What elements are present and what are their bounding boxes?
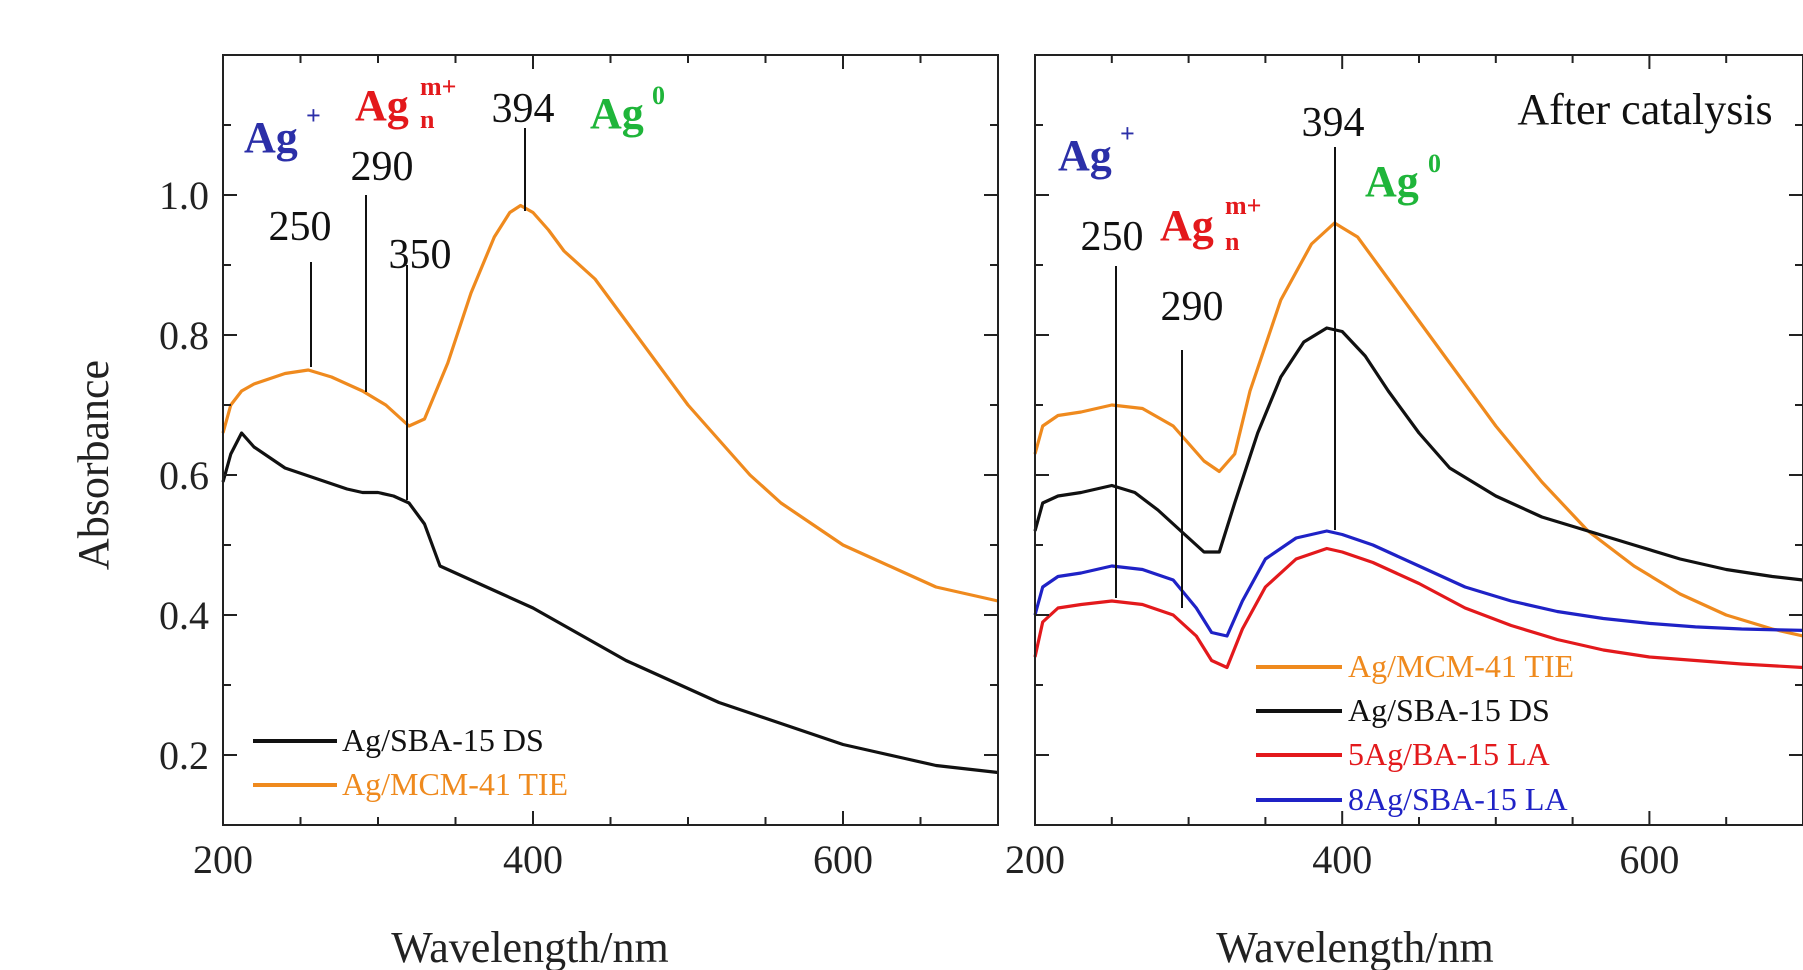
x-tick-label-200-before: 200 — [193, 837, 253, 882]
panel-before-ticks: 200 400 600 0.2 0.4 0.6 0.8 1.0 — [159, 55, 999, 882]
x-tick-label-400-after: 400 — [1312, 837, 1372, 882]
y-tick-label-0.4-before: 0.4 — [159, 593, 209, 638]
species-ag-cluster-text-left: Ag — [355, 81, 409, 130]
series-line-5ag-ba-15-la-after — [1033, 546, 1803, 670]
legend-left: Ag/SBA-15 DS Ag/MCM-41 TIE — [253, 722, 568, 802]
species-ag-plus-sup-right: + — [1120, 119, 1135, 148]
y-tick-label-1-before: 1.0 — [159, 173, 209, 218]
series-line-8ag-sba-15-la-after — [1033, 529, 1803, 638]
x-tick-label-200-after: 200 — [1005, 837, 1065, 882]
species-ag-cluster-right: Ag m+ n — [1160, 191, 1261, 256]
series-line-ag-sba-15-ds-after — [1033, 326, 1803, 582]
species-ag-cluster-sup-right: m+ — [1225, 191, 1261, 220]
species-ag-zero-right: Ag 0 — [1365, 149, 1441, 206]
legend-label-ag-mcm41-tie-left: Ag/MCM-41 TIE — [342, 766, 568, 802]
panel-after-ticks: 200 400 600 — [1005, 55, 1803, 882]
legend-label-5ag-ba15-la-right: 5Ag/BA-15 LA — [1348, 736, 1550, 772]
species-ag-zero-sup-right: 0 — [1428, 149, 1441, 178]
y-axis-title: Absorbance — [69, 360, 118, 570]
species-ag-cluster-sup-left: m+ — [420, 72, 456, 101]
panel-after-title: After catalysis — [1517, 85, 1772, 134]
legend-right: Ag/MCM-41 TIE Ag/SBA-15 DS 5Ag/BA-15 LA … — [1256, 648, 1574, 817]
species-ag-plus-right: Ag + — [1058, 119, 1135, 180]
panel-after: 200 400 600 After catalysis Wavelength/nm … — [1005, 54, 1803, 970]
y-tick-label-0.2-before: 0.2 — [159, 733, 209, 778]
panel-before-series — [221, 203, 999, 775]
x-axis-title-left: Wavelength/nm — [391, 923, 669, 970]
species-ag-cluster-sub-right: n — [1225, 227, 1240, 256]
x-tick-label-600-before: 600 — [813, 837, 873, 882]
species-ag-zero-text-right: Ag — [1365, 157, 1419, 206]
x-axis-title-right: Wavelength/nm — [1216, 923, 1494, 970]
panel-before: 200 400 600 0.2 0.4 0.6 0.8 1.0 Absorbance Wave… — [69, 54, 999, 970]
peak-label-394-right: 394 — [1302, 100, 1365, 146]
peak-label-290-left: 290 — [351, 144, 414, 190]
species-ag-zero-left: Ag 0 — [590, 81, 665, 138]
series-line-ag-sba-15-ds-before — [221, 431, 999, 775]
y-tick-label-0.6-before: 0.6 — [159, 453, 209, 498]
species-ag-plus-left: Ag + — [244, 101, 321, 162]
species-ag-cluster-left: Ag m+ n — [355, 72, 456, 134]
series-line-ag-mcm-41-tie-before — [221, 203, 999, 603]
legend-label-8ag-sba15-la-right: 8Ag/SBA-15 LA — [1348, 781, 1568, 817]
species-ag-zero-text-left: Ag — [590, 89, 644, 138]
species-ag-cluster-sub-left: n — [420, 105, 435, 134]
y-tick-label-0.8-before: 0.8 — [159, 313, 209, 358]
peak-label-350-left: 350 — [389, 232, 452, 278]
peak-label-250-left: 250 — [269, 204, 332, 250]
legend-label-ag-mcm41-tie-right: Ag/MCM-41 TIE — [1348, 648, 1574, 684]
species-ag-cluster-text-right: Ag — [1160, 201, 1214, 250]
species-ag-plus-sup-left: + — [306, 101, 321, 130]
peak-label-290-right: 290 — [1161, 284, 1224, 330]
legend-label-ag-sba15-ds-right: Ag/SBA-15 DS — [1348, 692, 1550, 728]
peak-label-394-left: 394 — [492, 86, 555, 132]
legend-label-ag-sba15-ds-left: Ag/SBA-15 DS — [342, 722, 544, 758]
species-ag-plus-text-left: Ag — [244, 113, 298, 162]
x-tick-label-400-before: 400 — [503, 837, 563, 882]
species-ag-zero-sup-left: 0 — [652, 81, 665, 110]
peak-label-250-right: 250 — [1081, 214, 1144, 260]
species-ag-plus-text-right: Ag — [1058, 131, 1112, 180]
x-tick-label-600-after: 600 — [1619, 837, 1679, 882]
